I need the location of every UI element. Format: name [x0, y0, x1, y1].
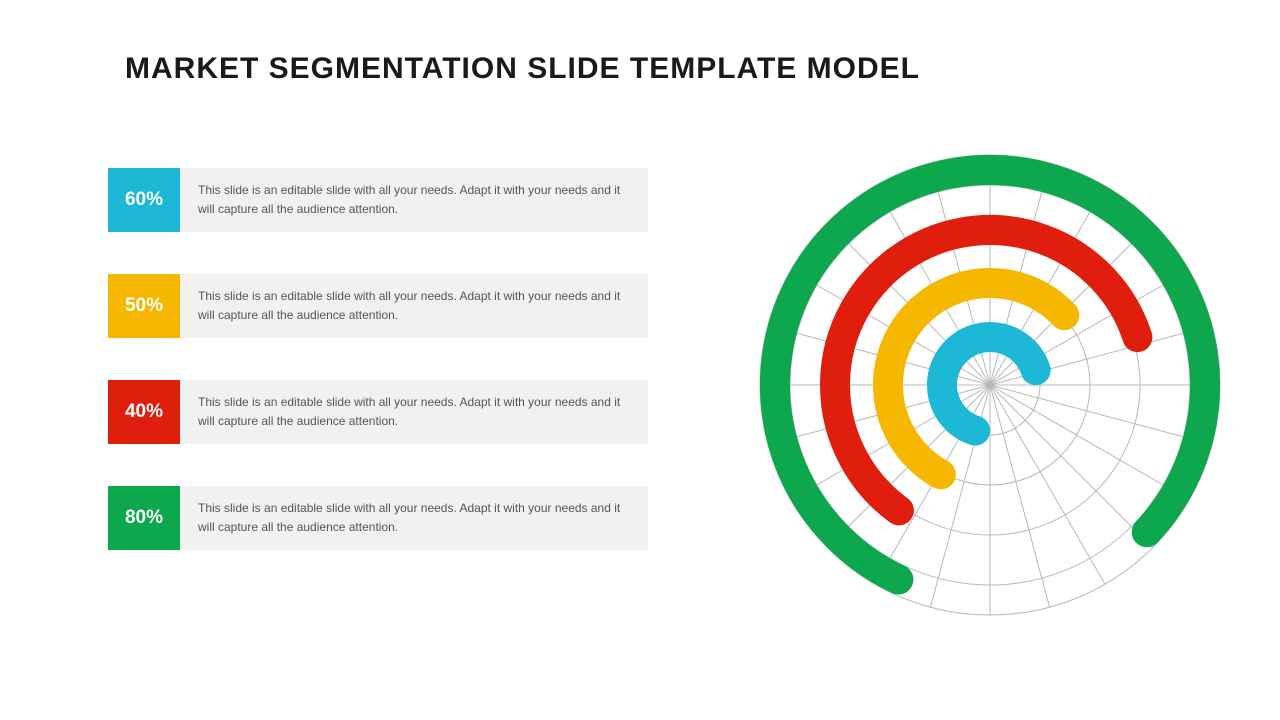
item-row: 80%This slide is an editable slide with …: [108, 486, 648, 550]
item-description: This slide is an editable slide with all…: [180, 486, 648, 550]
grid-spoke: [990, 385, 1189, 500]
items-list: 60%This slide is an editable slide with …: [108, 168, 648, 592]
grid-spoke: [990, 385, 1153, 548]
item-description: This slide is an editable slide with all…: [180, 168, 648, 232]
item-description: This slide is an editable slide with all…: [180, 274, 648, 338]
grid-spoke: [990, 385, 1105, 584]
item-row: 40%This slide is an editable slide with …: [108, 380, 648, 444]
percentage-badge: 60%: [108, 168, 180, 232]
percentage-badge: 40%: [108, 380, 180, 444]
radial-chart: [750, 145, 1230, 625]
percentage-badge: 50%: [108, 274, 180, 338]
item-row: 50%This slide is an editable slide with …: [108, 274, 648, 338]
slide-title: MARKET SEGMENTATION SLIDE TEMPLATE MODEL: [125, 52, 920, 86]
grid-spoke: [990, 385, 1050, 607]
percentage-badge: 80%: [108, 486, 180, 550]
grid-spoke: [990, 385, 1212, 445]
item-row: 60%This slide is an editable slide with …: [108, 168, 648, 232]
item-description: This slide is an editable slide with all…: [180, 380, 648, 444]
